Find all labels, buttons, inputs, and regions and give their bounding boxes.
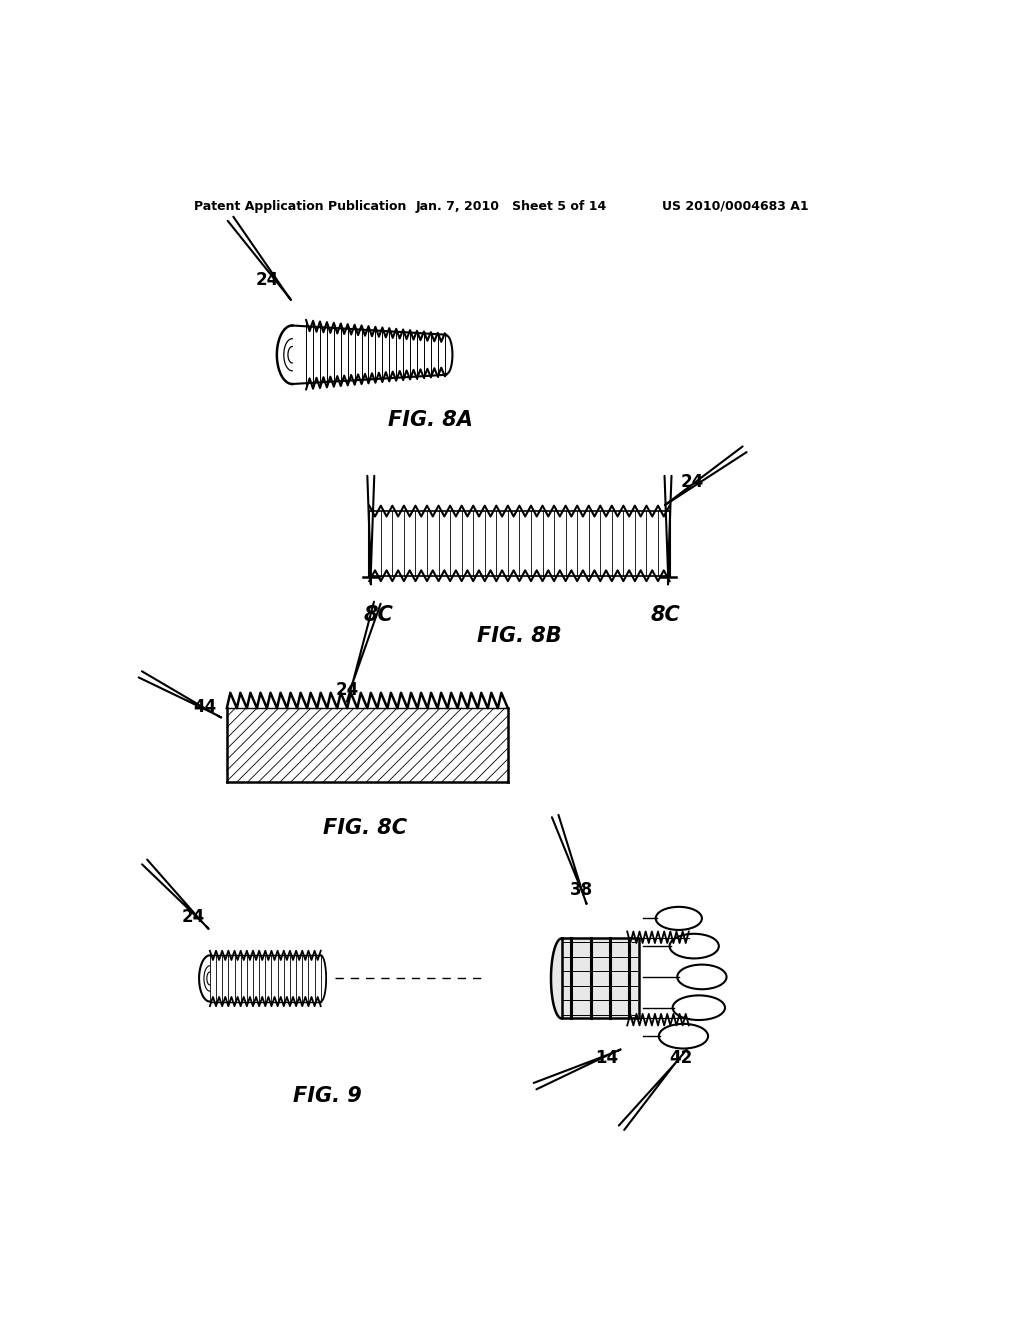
Text: US 2010/0004683 A1: US 2010/0004683 A1 (662, 199, 809, 213)
Text: 14: 14 (595, 1049, 617, 1067)
Text: FIG. 8A: FIG. 8A (388, 411, 473, 430)
Bar (370, 511, 670, 576)
Text: 24: 24 (681, 473, 705, 491)
Text: 8C: 8C (364, 605, 393, 624)
Bar (226, 709, 508, 781)
Text: 42: 42 (670, 1049, 692, 1067)
Text: 24: 24 (256, 271, 280, 289)
Text: 44: 44 (193, 698, 216, 717)
Text: 24: 24 (182, 908, 206, 925)
Text: FIG. 9: FIG. 9 (293, 1086, 361, 1106)
Text: 24: 24 (336, 681, 359, 698)
Text: Patent Application Publication: Patent Application Publication (194, 199, 407, 213)
Polygon shape (276, 326, 453, 384)
Polygon shape (199, 956, 321, 1002)
Text: FIG. 8C: FIG. 8C (324, 818, 408, 838)
Text: Jan. 7, 2010   Sheet 5 of 14: Jan. 7, 2010 Sheet 5 of 14 (416, 199, 606, 213)
Text: 8C: 8C (651, 605, 681, 624)
Bar (562, 939, 639, 1019)
Text: 38: 38 (570, 880, 593, 899)
Polygon shape (551, 939, 562, 1019)
Text: FIG. 8B: FIG. 8B (477, 626, 562, 645)
